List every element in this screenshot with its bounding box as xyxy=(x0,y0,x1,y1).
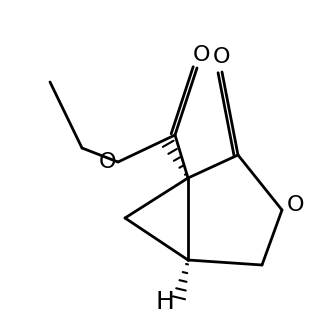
Text: O: O xyxy=(213,47,231,67)
Text: O: O xyxy=(193,45,211,65)
Text: H: H xyxy=(155,290,175,314)
Text: O: O xyxy=(99,152,117,172)
Text: O: O xyxy=(287,195,305,215)
